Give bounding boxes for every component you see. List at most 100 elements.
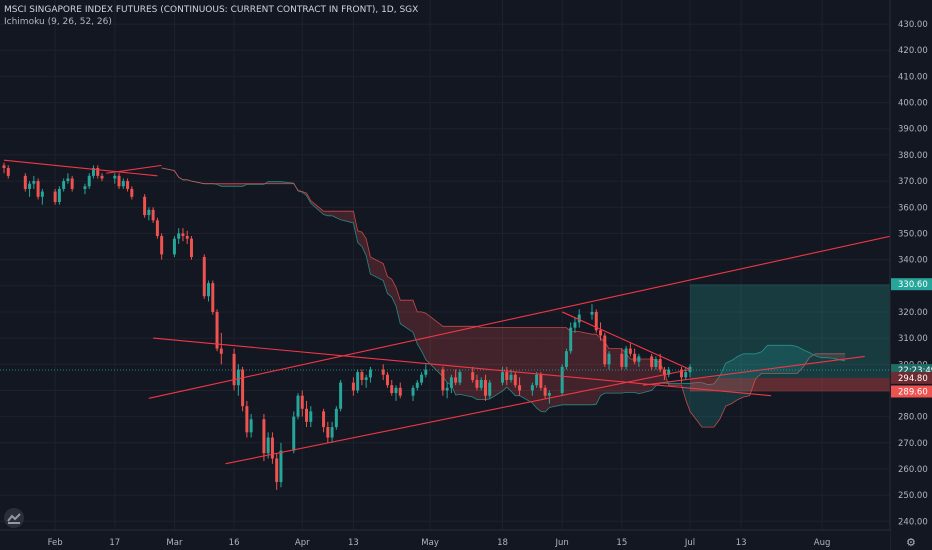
x-tick-label: May xyxy=(421,538,439,548)
candle xyxy=(249,419,253,433)
y-tick-label: 350.00 xyxy=(898,229,928,239)
ichimoku-span-a xyxy=(161,167,846,413)
candle xyxy=(300,395,304,409)
price-label: 289.60 xyxy=(898,387,928,397)
ichimoku-cloud-segment xyxy=(506,327,512,392)
ichimoku-cloud-segment xyxy=(596,334,601,405)
ichimoku-cloud-segment xyxy=(574,331,580,405)
candle xyxy=(322,411,326,428)
trendline xyxy=(153,337,772,397)
stop-zone xyxy=(690,377,890,392)
x-tick-label: Apr xyxy=(295,538,310,548)
candle xyxy=(411,387,415,396)
candle xyxy=(573,322,577,328)
candle xyxy=(330,427,334,438)
candle xyxy=(577,314,581,323)
candle xyxy=(628,348,632,354)
ichimoku-cloud-segment xyxy=(238,183,243,187)
ichimoku-cloud-segment xyxy=(815,353,822,358)
ichimoku-cloud-segment xyxy=(713,376,720,428)
candle xyxy=(535,374,539,386)
candle xyxy=(62,181,66,189)
settings-gear-icon[interactable]: ⚙ xyxy=(906,536,916,549)
ichimoku-cloud-segment xyxy=(545,327,550,413)
candle xyxy=(177,233,181,239)
ichimoku-span-b xyxy=(161,167,846,428)
x-tick-label: 13 xyxy=(348,538,359,548)
candle xyxy=(172,238,176,255)
candle xyxy=(356,372,360,391)
candle xyxy=(530,385,534,391)
ichimoku-cloud-segment xyxy=(773,345,780,374)
plot-area xyxy=(0,0,890,530)
candle xyxy=(351,382,355,391)
ichimoku-cloud-segment xyxy=(234,183,239,187)
candle xyxy=(40,191,44,197)
candle xyxy=(483,379,487,396)
candle xyxy=(398,387,402,396)
candle xyxy=(339,382,343,409)
ichimoku-cloud-segment xyxy=(634,359,639,394)
trendline xyxy=(561,311,691,371)
y-tick-label: 340.00 xyxy=(898,256,928,266)
target-zone xyxy=(690,284,890,378)
ichimoku-cloud-segment xyxy=(833,353,840,360)
trendline xyxy=(3,159,158,177)
candle xyxy=(189,238,193,257)
y-tick-label: 420.00 xyxy=(898,46,928,56)
ichimoku-cloud-segment xyxy=(357,230,362,247)
candle xyxy=(91,168,95,176)
candle xyxy=(658,359,662,370)
candle xyxy=(594,311,598,331)
candle xyxy=(449,377,453,388)
candle xyxy=(445,387,449,391)
candle xyxy=(270,437,274,459)
ichimoku-cloud-segment xyxy=(459,326,473,397)
candle xyxy=(441,369,445,391)
candle xyxy=(654,359,658,367)
candle xyxy=(624,348,628,367)
candle xyxy=(130,188,134,197)
candle xyxy=(633,353,637,362)
candle xyxy=(620,353,624,367)
candle xyxy=(679,369,683,378)
indicator-label[interactable]: Ichimoku (9, 26, 52, 26) xyxy=(4,17,112,27)
candle xyxy=(96,168,100,176)
candle xyxy=(266,437,270,454)
candle xyxy=(518,385,522,391)
x-tick-label: 13 xyxy=(736,538,747,548)
candle xyxy=(684,372,688,378)
ichimoku-cloud-segment xyxy=(519,327,533,403)
candle xyxy=(569,327,573,352)
candle xyxy=(6,168,10,176)
candle xyxy=(185,236,189,239)
y-tick-label: 320.00 xyxy=(898,308,928,318)
candle xyxy=(334,408,338,428)
candle xyxy=(564,351,568,367)
y-tick-label: 370.00 xyxy=(898,177,928,187)
time-axis xyxy=(0,530,890,550)
ichimoku-cloud-segment xyxy=(579,331,592,405)
ichimoku-cloud-segment xyxy=(511,327,516,396)
candle xyxy=(637,356,641,362)
ichimoku-cloud-segment xyxy=(413,300,418,344)
ichimoku-cloud-segment xyxy=(592,334,597,405)
candle xyxy=(364,377,368,380)
ichimoku-cloud-segment xyxy=(425,313,443,377)
y-tick-label: 310.00 xyxy=(898,334,928,344)
ichimoku-cloud-segment xyxy=(472,326,477,400)
y-tick-label: 360.00 xyxy=(898,203,928,213)
candle xyxy=(36,181,40,197)
candle xyxy=(420,374,424,383)
candle xyxy=(232,353,236,386)
ichimoku-cloud-segment xyxy=(630,359,635,393)
ichimoku-cloud-segment xyxy=(549,327,563,408)
ichimoku-cloud-segment xyxy=(400,300,414,333)
price-label: 22:23:49 xyxy=(898,366,932,376)
candle xyxy=(32,181,36,184)
ichimoku-cloud-segment xyxy=(638,359,652,394)
candle xyxy=(117,175,121,187)
candle xyxy=(113,175,117,179)
candle xyxy=(211,283,215,312)
